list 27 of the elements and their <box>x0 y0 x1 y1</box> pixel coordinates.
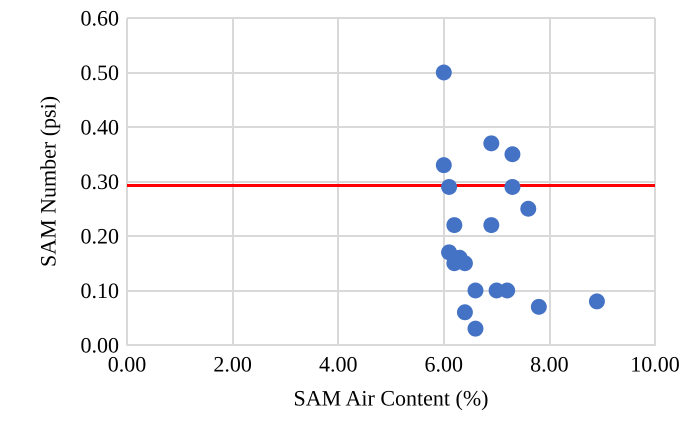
point <box>441 178 458 195</box>
y-tick-label: 0.50 <box>80 60 119 85</box>
x-tick-label: 4.00 <box>318 352 358 376</box>
y-tick-label: 0.40 <box>80 114 119 140</box>
point <box>446 217 462 234</box>
point <box>504 178 520 195</box>
point <box>436 64 452 80</box>
x-tick-label: 8.00 <box>530 352 569 376</box>
y-tick-label: 0.30 <box>80 169 119 194</box>
point <box>483 135 500 152</box>
x-tick-label: 10.00 <box>630 352 680 376</box>
point <box>467 320 484 337</box>
x-axis-title: SAM Air Content (%) <box>294 386 488 410</box>
y-tick-label: 0.10 <box>80 278 119 303</box>
point <box>456 304 473 320</box>
x-tick-label: 2.00 <box>213 352 252 376</box>
y-axis-title: SAM Number (psi) <box>36 96 60 268</box>
point <box>504 146 520 162</box>
y-tick-label: 0.60 <box>80 6 119 30</box>
point <box>483 217 500 234</box>
x-tick-label: 6.00 <box>424 352 464 376</box>
y-tick-label: 0.20 <box>80 224 119 248</box>
point <box>530 298 547 315</box>
point <box>520 200 536 217</box>
point <box>588 293 605 310</box>
point <box>436 157 452 174</box>
point <box>467 282 484 298</box>
